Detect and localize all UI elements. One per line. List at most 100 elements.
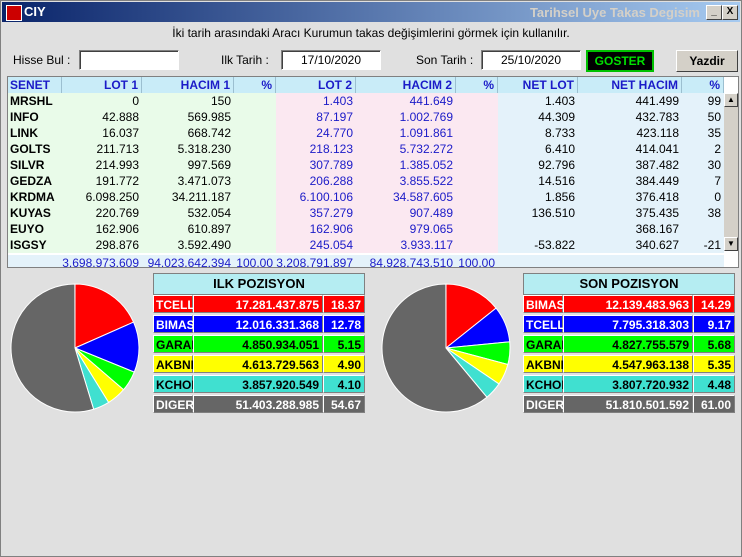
son-pie-chart (381, 283, 511, 413)
table-row[interactable]: INFO 42.888 569.985 87.197 1.002.769 44.309 43… (8, 109, 724, 125)
table-cell (456, 237, 498, 253)
pozisyon-pct: 5.35 (693, 355, 735, 373)
table-cell: 30 (682, 157, 724, 173)
table-cell: 432.783 (578, 109, 682, 125)
pozisyon-value: 3.857.920.549 (193, 375, 323, 393)
pozisyon-pct: 54.67 (323, 395, 365, 413)
pozisyon-pct: 18.37 (323, 295, 365, 313)
table-row[interactable]: EUYO 162.906 610.897 162.906 979.065 368.167 (8, 221, 724, 237)
total-cell (578, 255, 682, 267)
pozisyon-name: DIGER (153, 395, 194, 413)
column-header-8[interactable]: NET HACIM (578, 77, 682, 93)
scroll-down-button[interactable]: ▼ (724, 237, 738, 251)
pie-slice-tcell (74, 283, 135, 349)
table-cell (234, 157, 276, 173)
table-row[interactable]: LINK 16.037 668.742 24.770 1.091.861 8.733 423… (8, 125, 724, 141)
pozisyon-value: 4.547.963.138 (563, 355, 693, 373)
window-subtitle: Tarihsel Uye Takas Degisim (529, 5, 700, 20)
table-cell: 3.592.490 (142, 237, 234, 253)
table-cell (456, 125, 498, 141)
table-cell: 907.489 (356, 205, 456, 221)
pozisyon-value: 12.016.331.368 (193, 315, 323, 333)
table-cell: 307.789 (276, 157, 356, 173)
table-cell (456, 189, 498, 205)
column-header-1[interactable]: LOT 1 (62, 77, 142, 93)
table-cell: INFO (8, 109, 62, 125)
table-cell (234, 205, 276, 221)
pozisyon-row: BIMAS 12.139.483.963 14.29 (523, 295, 735, 313)
table-scrollbar[interactable]: ▲ ▼ (724, 93, 738, 251)
pozisyon-pct: 4.90 (323, 355, 365, 373)
pie-slice-diger (10, 283, 95, 413)
table-cell: 206.288 (276, 173, 356, 189)
pozisyon-pct: 12.78 (323, 315, 365, 333)
hisse-search-input[interactable] (79, 50, 179, 70)
table-cell: 441.649 (356, 93, 456, 109)
table-cell: 532.054 (142, 205, 234, 221)
table-cell (234, 125, 276, 141)
table-row[interactable]: KRDMA 6.098.250 34.211.187 6.100.106 34.587.… (8, 189, 724, 205)
table-cell: 50 (682, 109, 724, 125)
table-cell: MRSHL (8, 93, 62, 109)
table-cell: 441.499 (578, 93, 682, 109)
table-cell: 35 (682, 125, 724, 141)
table-cell (234, 141, 276, 157)
total-cell: 84.928.743.510 (356, 255, 456, 267)
pozisyon-row: KCHOL 3.857.920.549 4.10 (153, 375, 365, 393)
scroll-up-button[interactable]: ▲ (724, 93, 738, 107)
table-cell: 376.418 (578, 189, 682, 205)
column-header-9[interactable]: % (682, 77, 724, 93)
close-button[interactable]: X (722, 5, 738, 20)
pozisyon-value: 3.807.720.932 (563, 375, 693, 393)
table-cell: KUYAS (8, 205, 62, 221)
pozisyon-pct: 9.17 (693, 315, 735, 333)
column-header-4[interactable]: LOT 2 (276, 77, 356, 93)
table-row[interactable]: GOLTS 211.713 5.318.230 218.123 5.732.272 6.4… (8, 141, 724, 157)
total-cell: 100,00 (234, 255, 276, 267)
table-row[interactable]: SILVR 214.993 997.569 307.789 1.385.052 92.79… (8, 157, 724, 173)
ilk-tarih-field[interactable]: 17/10/2020 (281, 50, 381, 70)
table-cell: 211.713 (62, 141, 142, 157)
goster-button[interactable]: GOSTER (586, 50, 654, 72)
pozisyon-row: TCELL 7.795.318.303 9.17 (523, 315, 735, 333)
table-cell (234, 237, 276, 253)
column-header-5[interactable]: HACIM 2 (356, 77, 456, 93)
table-cell: 34.211.187 (142, 189, 234, 205)
title-bar[interactable]: CIY Tarihsel Uye Takas Degisim _ X (2, 2, 740, 22)
table-row[interactable]: MRSHL 0 150 1.403 441.649 1.403 441.499 99 (8, 93, 724, 109)
table-cell: 191.772 (62, 173, 142, 189)
table-cell: GEDZA (8, 173, 62, 189)
column-header-6[interactable]: % (456, 77, 498, 93)
table-row[interactable]: GEDZA 191.772 3.471.073 206.288 3.855.522 14.… (8, 173, 724, 189)
table-cell (682, 221, 724, 237)
table-cell: 414.041 (578, 141, 682, 157)
table-row[interactable]: KUYAS 220.769 532.054 357.279 907.489 136.510… (8, 205, 724, 221)
pozisyon-value: 51.810.501.592 (563, 395, 693, 413)
son-tarih-field[interactable]: 25/10/2020 (481, 50, 581, 70)
table-cell: 384.449 (578, 173, 682, 189)
table-cell: 162.906 (276, 221, 356, 237)
column-header-0[interactable]: SENET (8, 77, 62, 93)
column-header-7[interactable]: NET LOT (498, 77, 578, 93)
minimize-button[interactable]: _ (706, 5, 722, 20)
table-cell: 14.516 (498, 173, 578, 189)
table-cell: 34.587.605 (356, 189, 456, 205)
pie-slice-diger (381, 283, 488, 413)
pozisyon-pct: 5.15 (323, 335, 365, 353)
total-cell: 100,00 (456, 255, 498, 267)
table-cell: 16.037 (62, 125, 142, 141)
column-header-2[interactable]: HACIM 1 (142, 77, 234, 93)
total-cell (682, 255, 724, 267)
yazdir-button[interactable]: Yazdir (676, 50, 738, 72)
pozisyon-name: TCELL (523, 315, 565, 333)
table-cell: 150 (142, 93, 234, 109)
table-cell: 0 (682, 189, 724, 205)
pozisyon-row: GARAN 4.827.755.579 5.68 (523, 335, 735, 353)
table-cell: 8.733 (498, 125, 578, 141)
pozisyon-value: 4.827.755.579 (563, 335, 693, 353)
column-header-3[interactable]: % (234, 77, 276, 93)
table-row[interactable]: ISGSY 298.876 3.592.490 245.054 3.933.117 -53… (8, 237, 724, 253)
pozisyon-row: KCHOL 3.807.720.932 4.48 (523, 375, 735, 393)
table-cell: EUYO (8, 221, 62, 237)
table-cell (234, 173, 276, 189)
